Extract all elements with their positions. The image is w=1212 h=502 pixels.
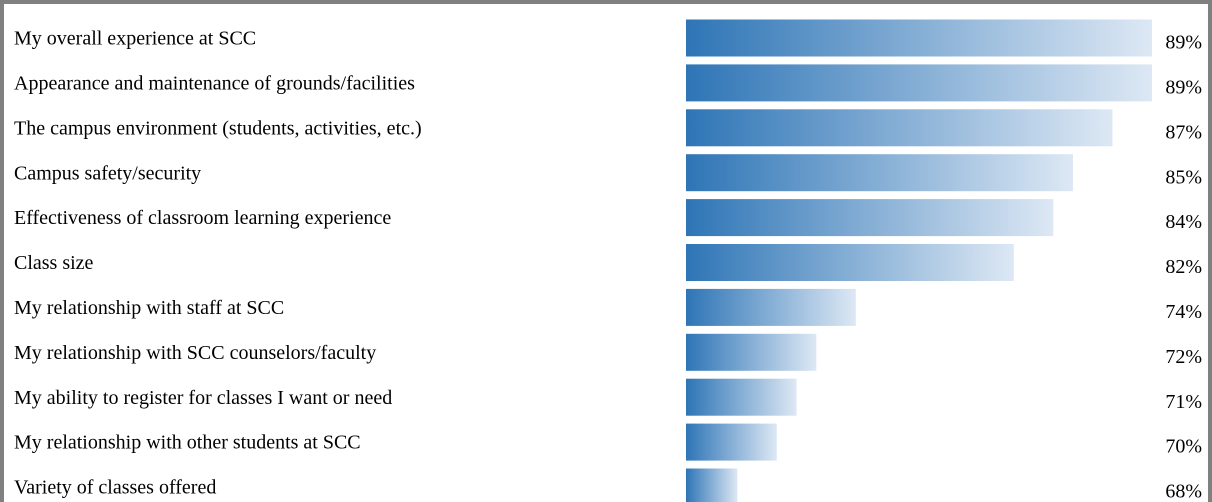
bar (686, 154, 1074, 192)
value-label: 89% (1165, 32, 1202, 54)
value-label: 72% (1165, 346, 1202, 368)
category-label: My relationship with other students at S… (14, 432, 361, 454)
value-label: 74% (1165, 301, 1202, 323)
value-label: 71% (1165, 391, 1202, 413)
category-label: My overall experience at SCC (14, 28, 256, 50)
value-label: 70% (1165, 436, 1202, 458)
bar (686, 64, 1152, 102)
bar (686, 378, 797, 416)
bar (686, 199, 1054, 237)
bar (686, 423, 777, 461)
value-label: 84% (1165, 211, 1202, 233)
category-label: My relationship with SCC counselors/facu… (14, 342, 376, 364)
bar (686, 244, 1014, 281)
bar (686, 468, 738, 502)
bar (686, 333, 817, 371)
category-label: Campus safety/security (14, 162, 201, 184)
category-label: My ability to register for classes I wan… (14, 387, 392, 409)
category-label: The campus environment (students, activi… (14, 117, 422, 139)
value-label: 82% (1165, 256, 1202, 278)
bar (686, 109, 1113, 147)
bar (686, 288, 856, 326)
value-label: 85% (1165, 166, 1202, 188)
category-label: Variety of classes offered (14, 477, 216, 499)
value-label: 89% (1165, 76, 1202, 98)
category-label: Class size (14, 252, 94, 274)
value-label: 68% (1165, 481, 1202, 502)
bar (686, 19, 1152, 57)
category-label: Effectiveness of classroom learning expe… (14, 207, 391, 229)
category-label: My relationship with staff at SCC (14, 297, 284, 319)
category-label: Appearance and maintenance of grounds/fa… (14, 72, 415, 94)
value-label: 87% (1165, 121, 1202, 143)
